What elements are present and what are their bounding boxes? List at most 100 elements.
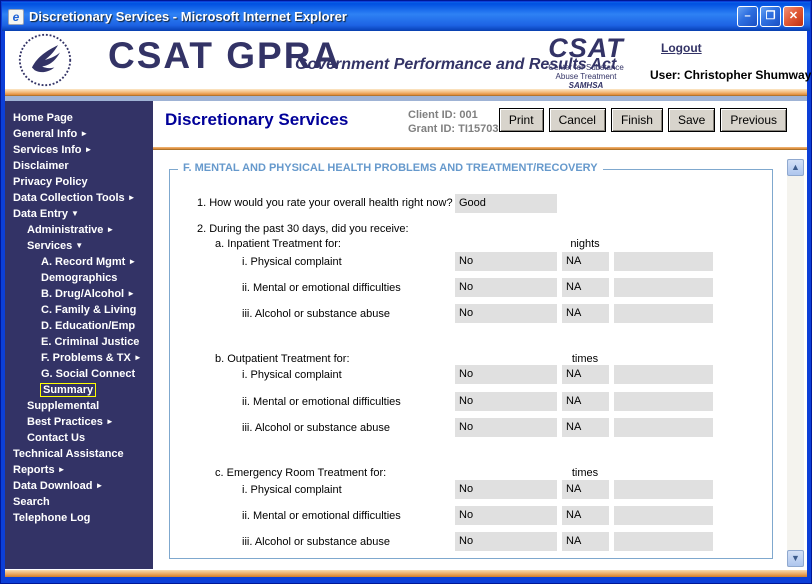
answer-field[interactable]: No bbox=[455, 278, 557, 297]
count-field[interactable] bbox=[614, 365, 713, 384]
na-field[interactable]: NA bbox=[562, 418, 609, 437]
sidebar-item-technical-assistance[interactable]: Technical Assistance bbox=[13, 448, 124, 460]
sidebar-item-criminal-justice[interactable]: E. Criminal Justice bbox=[41, 336, 140, 348]
sidebar-item-drug-alcohol[interactable]: B. Drug/Alcohol ► bbox=[41, 288, 136, 300]
count-field[interactable] bbox=[614, 480, 713, 499]
finish-button[interactable]: Finish bbox=[610, 108, 663, 132]
csat-logo-line2: Abuse Treatment bbox=[555, 72, 617, 81]
answer-field[interactable]: No bbox=[455, 304, 557, 323]
q2-label: 2. During the past 30 days, did you rece… bbox=[197, 223, 409, 235]
maximize-button[interactable]: ❐ bbox=[760, 6, 781, 27]
app-header: CSAT GPRA Government Performance and Res… bbox=[5, 31, 811, 90]
q1-health-rating-field[interactable]: Good bbox=[455, 194, 557, 213]
grant-id: Grant ID: TI15703 bbox=[408, 123, 499, 135]
sidebar-item-record-mgmt[interactable]: A. Record Mgmt ► bbox=[41, 256, 137, 268]
row-label: iii. Alcohol or substance abuse bbox=[242, 422, 390, 434]
arrow-right-icon: ► bbox=[80, 129, 89, 138]
section-a-unit-label: nights bbox=[570, 238, 600, 250]
na-field[interactable]: NA bbox=[562, 252, 609, 271]
sidebar-item-problems-tx[interactable]: F. Problems & TX ► bbox=[41, 352, 142, 364]
arrow-right-icon: ► bbox=[127, 289, 136, 298]
na-field[interactable]: NA bbox=[562, 506, 609, 525]
sidebar-item-data-entry[interactable]: Data Entry ▼ bbox=[13, 208, 79, 220]
answer-field[interactable]: No bbox=[455, 252, 557, 271]
print-button[interactable]: Print bbox=[498, 108, 544, 132]
scroll-up-icon[interactable]: ▲ bbox=[787, 159, 804, 176]
brand-title: CSAT GPRA bbox=[108, 35, 342, 76]
arrow-down-icon: ▼ bbox=[71, 209, 79, 218]
count-field[interactable] bbox=[614, 278, 713, 297]
sidebar-item-contact-us[interactable]: Contact Us bbox=[27, 432, 86, 444]
sidebar-item-home-page[interactable]: Home Page bbox=[13, 112, 73, 124]
count-field[interactable] bbox=[614, 252, 713, 271]
row-label: iii. Alcohol or substance abuse bbox=[242, 308, 390, 320]
row-label: ii. Mental or emotional difficulties bbox=[242, 510, 401, 522]
close-button[interactable]: ✕ bbox=[783, 6, 804, 27]
hhs-eagle-logo-icon bbox=[17, 32, 73, 93]
sidebar-item-education-emp[interactable]: D. Education/Emp bbox=[41, 320, 136, 332]
sidebar-item-data-collection-tools[interactable]: Data Collection Tools ► bbox=[13, 192, 136, 204]
arrow-right-icon: ► bbox=[95, 481, 104, 490]
page: CSAT GPRA Government Performance and Res… bbox=[5, 31, 811, 577]
sidebar-item-best-practices[interactable]: Best Practices ► bbox=[27, 416, 114, 428]
section-f-fieldset: F. MENTAL AND PHYSICAL HEALTH PROBLEMS A… bbox=[169, 162, 773, 559]
arrow-down-icon: ▼ bbox=[75, 241, 84, 250]
sidebar-item-reports[interactable]: Reports ► bbox=[13, 464, 66, 476]
content-orange-divider bbox=[153, 147, 807, 150]
count-field[interactable] bbox=[614, 532, 713, 551]
title-bar[interactable]: e Discretionary Services - Microsoft Int… bbox=[2, 2, 810, 31]
answer-field[interactable]: No bbox=[455, 506, 557, 525]
previous-button[interactable]: Previous bbox=[720, 108, 787, 132]
sidebar-item-general-info[interactable]: General Info ► bbox=[13, 128, 89, 140]
count-field[interactable] bbox=[614, 304, 713, 323]
sidebar-item-data-download[interactable]: Data Download ► bbox=[13, 480, 104, 492]
na-field[interactable]: NA bbox=[562, 532, 609, 551]
sidebar-item-services[interactable]: Services ▼ bbox=[27, 240, 84, 252]
sidebar-item-telephone-log[interactable]: Telephone Log bbox=[13, 512, 91, 524]
sidebar-item-privacy-policy[interactable]: Privacy Policy bbox=[13, 176, 88, 188]
sidebar-item-social-connect[interactable]: G. Social Connect bbox=[41, 368, 136, 380]
answer-field[interactable]: No bbox=[455, 480, 557, 499]
na-field[interactable]: NA bbox=[562, 278, 609, 297]
arrow-right-icon: ► bbox=[84, 145, 93, 154]
sidebar-item-family-living[interactable]: C. Family & Living bbox=[41, 304, 137, 316]
main-content: Discretionary Services Client ID: 001 Gr… bbox=[153, 101, 807, 569]
row-label: ii. Mental or emotional difficulties bbox=[242, 396, 401, 408]
na-field[interactable]: NA bbox=[562, 480, 609, 499]
na-field[interactable]: NA bbox=[562, 304, 609, 323]
count-field[interactable] bbox=[614, 418, 713, 437]
cancel-button[interactable]: Cancel bbox=[548, 108, 606, 132]
arrow-right-icon: ► bbox=[133, 353, 142, 362]
sidebar-item-services-info[interactable]: Services Info ► bbox=[13, 144, 93, 156]
na-field[interactable]: NA bbox=[562, 365, 609, 384]
answer-field[interactable]: No bbox=[455, 392, 557, 411]
count-field[interactable] bbox=[614, 506, 713, 525]
save-button[interactable]: Save bbox=[667, 108, 716, 132]
sidebar-item-disclaimer[interactable]: Disclaimer bbox=[13, 160, 69, 172]
sidebar-item-administrative[interactable]: Administrative ► bbox=[27, 224, 115, 236]
answer-field[interactable]: No bbox=[455, 532, 557, 551]
sidebar-item-summary[interactable]: Summary bbox=[5, 382, 153, 398]
answer-field[interactable]: No bbox=[455, 365, 557, 384]
samhsa-logo-text: SAMHSA bbox=[568, 81, 604, 90]
scroll-down-icon[interactable]: ▼ bbox=[787, 550, 804, 567]
sidebar-item-search[interactable]: Search bbox=[13, 496, 50, 508]
page-title: Discretionary Services bbox=[165, 110, 349, 129]
count-field[interactable] bbox=[614, 392, 713, 411]
answer-field[interactable]: No bbox=[455, 418, 557, 437]
na-field[interactable]: NA bbox=[562, 392, 609, 411]
logout-link[interactable]: Logout bbox=[661, 41, 702, 55]
row-label: iii. Alcohol or substance abuse bbox=[242, 536, 390, 548]
sidebar-item-demographics[interactable]: Demographics bbox=[41, 272, 118, 284]
section-f-legend: F. MENTAL AND PHYSICAL HEALTH PROBLEMS A… bbox=[178, 162, 603, 174]
form-area: F. MENTAL AND PHYSICAL HEALTH PROBLEMS A… bbox=[153, 150, 807, 568]
header-orange-divider bbox=[5, 89, 807, 96]
csat-logo-text: CSAT bbox=[548, 33, 624, 63]
vertical-scrollbar[interactable]: ▲ ▼ bbox=[787, 159, 804, 567]
sidebar-item-supplemental[interactable]: Supplemental bbox=[27, 400, 100, 412]
q1-label: 1. How would you rate your overall healt… bbox=[197, 197, 453, 209]
minimize-button[interactable]: – bbox=[737, 6, 758, 27]
section-b-label: b. Outpatient Treatment for: bbox=[215, 353, 350, 365]
arrow-right-icon: ► bbox=[127, 193, 136, 202]
